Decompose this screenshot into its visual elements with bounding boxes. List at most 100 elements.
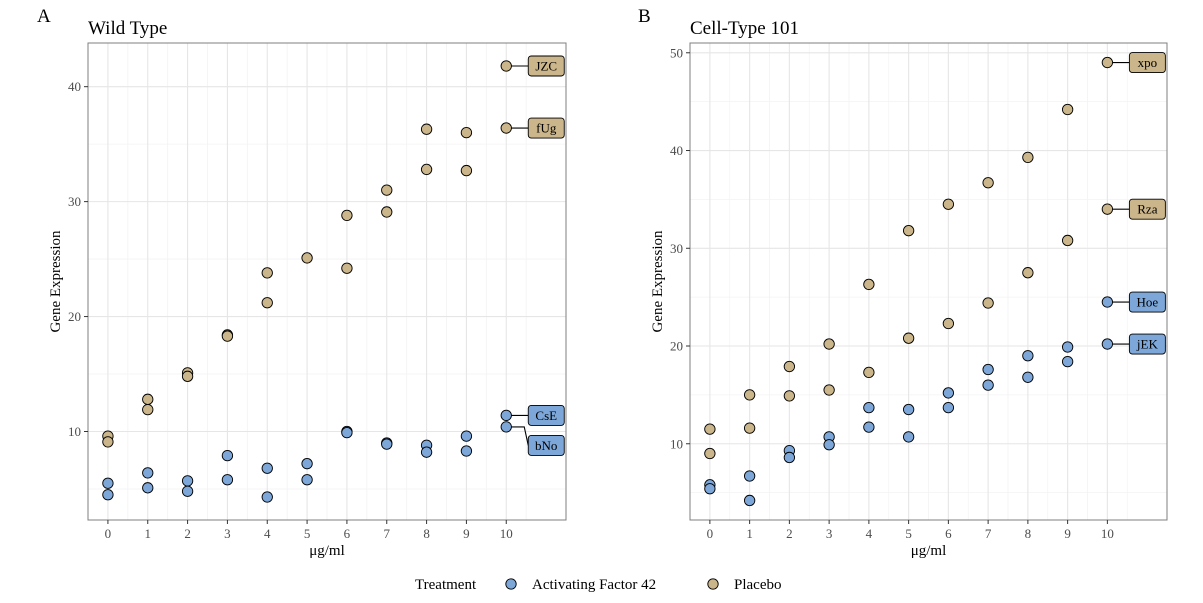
data-point: [902, 403, 915, 416]
data-point: [1022, 350, 1034, 362]
data-point: [704, 423, 716, 435]
data-point: [982, 177, 994, 189]
data-point: [381, 206, 393, 218]
x-tick-label: 8: [1025, 526, 1032, 541]
series-activating-factor-42: [102, 409, 512, 503]
panel-cell-type-101: 0 1 2 3 4 5 6 7 8 9 10 10 20 30 40 50 B Cell-Type 101 μg/m…: [638, 6, 1168, 559]
data-point: [420, 446, 433, 458]
data-point: [460, 445, 473, 457]
data-point: [902, 332, 915, 344]
callout-box: [527, 404, 565, 426]
data-point: [341, 209, 353, 222]
data-point: [181, 485, 194, 497]
data-point: [1061, 103, 1074, 116]
callout-jEK: jEK: [1112, 333, 1166, 355]
data-point: [341, 262, 353, 274]
data-point: [942, 317, 955, 330]
data-point: [500, 421, 512, 433]
data-point: [341, 426, 353, 439]
x-tick-label: 3: [224, 526, 231, 541]
data-point: [500, 409, 512, 422]
data-point: [942, 387, 955, 399]
x-tick-label: 10: [500, 526, 513, 541]
data-point: [823, 384, 835, 396]
x-tick-label: 8: [423, 526, 430, 541]
data-point: [1101, 203, 1114, 215]
data-point: [181, 475, 194, 487]
legend-key: [707, 578, 719, 590]
x-tick-label: 7: [985, 526, 992, 541]
callout-label: JZC: [535, 58, 557, 73]
callout-box: [1128, 198, 1166, 220]
data-point: [1101, 296, 1114, 308]
legend-item: Placebo: [707, 577, 781, 593]
panel-title: Wild Type: [88, 18, 167, 39]
data-point: [460, 127, 473, 139]
x-tick-label: 3: [826, 526, 833, 541]
callout-label: Rza: [1137, 202, 1157, 217]
data-point: [783, 360, 796, 373]
data-point: [743, 470, 756, 482]
callout-box: [527, 434, 565, 456]
x-tick-label: 1: [746, 526, 753, 541]
callout-CsE: CsE: [511, 404, 565, 426]
panel-border: [689, 42, 1168, 521]
data-point: [1022, 267, 1034, 279]
data-point: [460, 164, 473, 177]
y-tick-label: 30: [670, 241, 683, 256]
y-tick-label: 50: [670, 45, 683, 60]
x-tick-label: 2: [184, 526, 191, 541]
data-point: [704, 483, 716, 495]
callout-box: [527, 55, 565, 77]
callout-label: bNo: [535, 438, 557, 453]
panel-border: [87, 42, 567, 521]
data-point: [942, 401, 955, 414]
data-point: [783, 390, 796, 402]
data-point: [743, 494, 756, 507]
y-tick-label: 20: [68, 309, 81, 324]
x-tick-label: 4: [866, 526, 873, 541]
x-tick-label: 6: [344, 526, 351, 541]
data-point: [142, 467, 154, 479]
x-tick-label: 1: [145, 526, 152, 541]
data-point: [142, 404, 154, 416]
x-tick-label: 9: [463, 526, 470, 541]
data-point: [261, 297, 273, 309]
x-tick-label: 6: [945, 526, 952, 541]
data-point: [420, 163, 433, 176]
data-point: [902, 431, 915, 443]
y-axis-label: Gene Expression: [48, 230, 64, 333]
data-point: [863, 401, 875, 414]
data-point: [1101, 338, 1114, 350]
data-point: [823, 338, 835, 350]
data-point: [261, 462, 273, 474]
data-point: [460, 430, 473, 442]
data-point: [982, 297, 994, 309]
y-tick-label: 30: [68, 194, 81, 209]
data-point: [261, 267, 273, 279]
x-tick-label: 10: [1101, 526, 1114, 541]
callout-box: [1128, 333, 1166, 355]
x-tick-label: 2: [786, 526, 793, 541]
callout-box: [1128, 291, 1166, 313]
callout-xpo: xpo: [1112, 52, 1166, 73]
callout-label: fUg: [536, 121, 557, 136]
data-point: [743, 422, 756, 434]
callout-fUg: fUg: [511, 117, 565, 139]
data-point: [823, 439, 835, 451]
data-point: [221, 330, 234, 342]
data-point: [863, 421, 875, 433]
y-tick-label: 20: [670, 339, 683, 354]
x-tick-label: 5: [905, 526, 912, 541]
data-point: [181, 370, 194, 382]
callout-Rza: Rza: [1112, 198, 1166, 220]
series-placebo: [704, 56, 1114, 460]
data-point: [102, 489, 114, 501]
callout-Hoe: Hoe: [1112, 291, 1166, 313]
x-axis-label: μg/ml: [309, 543, 345, 559]
callout-bNo: bNo: [511, 426, 565, 456]
x-tick-label: 4: [264, 526, 271, 541]
data-point: [420, 123, 433, 135]
data-point: [704, 447, 716, 460]
data-point: [982, 363, 994, 376]
